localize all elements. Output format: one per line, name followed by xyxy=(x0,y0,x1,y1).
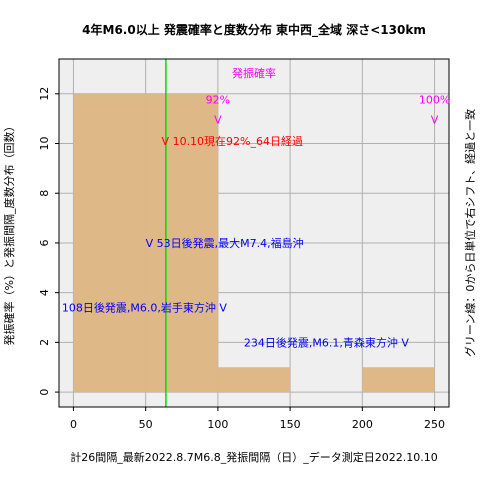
probability-marker: V xyxy=(431,114,439,127)
x-tick-label: 100 xyxy=(207,418,228,431)
x-tick-label: 0 xyxy=(70,418,77,431)
x-tick-label: 200 xyxy=(352,418,373,431)
probability-marker: V xyxy=(214,114,222,127)
x-axis-label: 計26間隔_最新2022.8.7M6.8_発振間隔（日）_データ測定日2022.… xyxy=(70,450,437,464)
chart-title: 4年M6.0以上 発震確率と度数分布 東中西_全域 深さ<130km xyxy=(82,22,426,38)
x-tick-label: 250 xyxy=(424,418,445,431)
annotation-text: 108日後発震,M6.0,岩手東方沖 V xyxy=(62,301,227,315)
bars xyxy=(73,93,435,393)
y-tick-label: 4 xyxy=(38,289,51,296)
probability-percent: 92% xyxy=(206,94,230,107)
y-tick-label: 8 xyxy=(38,190,51,197)
annotation-text: V 10.10現在92%_64日経過 xyxy=(162,135,303,148)
x-tick-label: 150 xyxy=(280,418,301,431)
y-tick-label: 2 xyxy=(38,339,51,346)
annotations: 発振確率 92% V 100% V V 10.10現在92%_64日経過 V 53日後発震,… xyxy=(62,66,450,349)
histogram-bar xyxy=(217,367,291,393)
plot-frame xyxy=(58,58,450,408)
probability-label: 発振確率 xyxy=(232,66,276,80)
y-tick-label: 12 xyxy=(38,87,51,101)
histogram-bar xyxy=(73,93,146,393)
annotation-text: V 53日後発震,最大M7.4,福島沖 xyxy=(146,236,304,250)
y-tick-label: 10 xyxy=(38,137,51,151)
x-tick-label: 50 xyxy=(139,418,153,431)
y-tick-label: 0 xyxy=(38,389,51,396)
annotation-text: 234日後発震,M6.1,青森東方沖 V xyxy=(244,335,409,349)
y-tick-label: 6 xyxy=(38,239,51,246)
y-axis-label: 発振確率（%）と発振間隔_度数分布（回数） xyxy=(2,121,16,346)
probability-percent: 100% xyxy=(419,94,450,107)
right-axis-label: グリーン線：0から日単位で右シフト、経過と一致 xyxy=(463,109,477,357)
x-axis-ticks: 0 50 100 150 200 250 xyxy=(70,407,445,431)
histogram-bar xyxy=(145,93,218,393)
histogram-bar xyxy=(362,367,435,393)
y-axis-ticks: 0 2 4 6 8 10 12 xyxy=(38,87,59,396)
